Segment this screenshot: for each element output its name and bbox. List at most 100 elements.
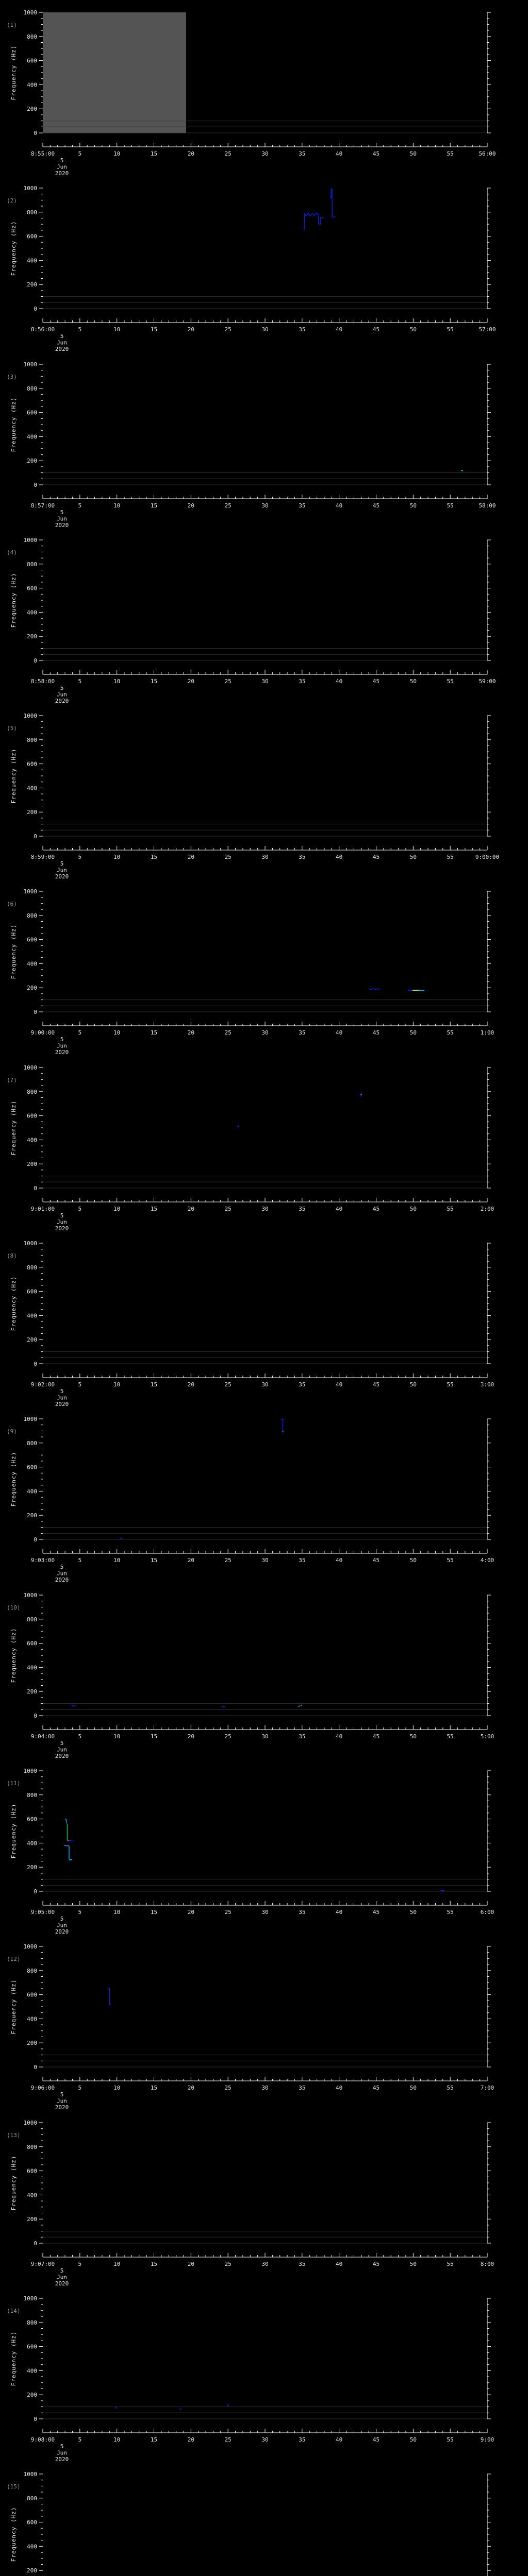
x-tick-label: 35 bbox=[299, 2436, 305, 2443]
event-trace bbox=[108, 1987, 111, 2006]
event-dot bbox=[179, 2408, 182, 2410]
x-tick-label: 40 bbox=[336, 854, 342, 860]
y-tick-label: 1000 bbox=[24, 185, 38, 192]
panel-plot-15: 020040060080010009:09:005101520253035404… bbox=[7, 2471, 491, 2576]
x-tick-label: 25 bbox=[225, 326, 232, 333]
x-tick-label: 55 bbox=[447, 2436, 454, 2443]
spectrogram-panel: 0 200 400 600 800 1000 9:00:00 5 10 15 20 25 30 35 40 4… bbox=[0, 879, 528, 1055]
x-tick-label: 25 bbox=[225, 1381, 232, 1388]
panel-index-label: (11) bbox=[7, 1780, 21, 1787]
x-tick-label: 35 bbox=[299, 854, 305, 860]
y-tick-label: 1000 bbox=[24, 2295, 38, 2302]
y-tick-label: 0 bbox=[34, 1185, 37, 1192]
x-end-label: 3:00 bbox=[481, 1381, 494, 1388]
x-tick-label: 55 bbox=[447, 1029, 454, 1036]
event-dot bbox=[301, 1704, 302, 1706]
y-tick-label: 400 bbox=[27, 609, 37, 616]
y-axis-title: Frequency (Hz) bbox=[10, 1276, 17, 1331]
y-axis-title: Frequency (Hz) bbox=[10, 1100, 17, 1156]
date-stack-line: 2020 bbox=[55, 522, 69, 528]
x-tick-label: 5 bbox=[78, 1557, 82, 1564]
x-tick-label: 45 bbox=[373, 1557, 380, 1564]
y-tick-label: 400 bbox=[27, 81, 37, 88]
x-tick-label: 25 bbox=[225, 2084, 232, 2091]
y-tick-label: 200 bbox=[27, 809, 37, 816]
y-tick-label: 600 bbox=[27, 585, 37, 592]
date-stack-line: 5 bbox=[60, 2267, 64, 2274]
y-tick-label: 200 bbox=[27, 1336, 37, 1343]
x-tick-label: 45 bbox=[373, 678, 380, 685]
x-tick-label: 10 bbox=[113, 502, 120, 509]
x-tick-label: 50 bbox=[410, 854, 417, 860]
x-start-label: 9:05:00 bbox=[31, 1909, 55, 1916]
x-tick-label: 30 bbox=[261, 678, 268, 685]
y-tick-label: 0 bbox=[34, 1888, 37, 1895]
date-stack-line: 5 bbox=[60, 2091, 64, 2098]
x-end-label: 59:00 bbox=[478, 678, 496, 685]
y-tick-label: 400 bbox=[27, 257, 37, 264]
x-tick-label: 40 bbox=[336, 2084, 342, 2091]
spectrogram-panel: 020040060080010009:09:005101520253035404… bbox=[0, 2462, 528, 2576]
y-tick-label: 400 bbox=[27, 2367, 37, 2374]
x-tick-label: 30 bbox=[261, 326, 268, 333]
y-tick-label: 0 bbox=[34, 130, 37, 137]
panel-index-label: (4) bbox=[7, 549, 17, 556]
x-end-label: 9:00 bbox=[481, 2436, 494, 2443]
spectrogram-panel: 0 200 400 600 800 1000 9:02:00 5 10 15 20 25 30 35 40 4… bbox=[0, 1231, 528, 1407]
y-tick-label: 200 bbox=[27, 1688, 37, 1695]
panel-index-label: (5) bbox=[7, 725, 17, 732]
x-tick-label: 55 bbox=[447, 150, 454, 157]
date-stack-line: 5 bbox=[60, 1916, 64, 1922]
date-stack-line: Jun bbox=[57, 340, 67, 346]
x-tick-label: 50 bbox=[410, 326, 417, 333]
x-tick-label: 35 bbox=[299, 1029, 305, 1036]
x-end-label: 1:00 bbox=[481, 1029, 494, 1036]
y-tick-label: 1000 bbox=[24, 1416, 38, 1422]
x-tick-label: 35 bbox=[299, 1557, 305, 1564]
y-tick-label: 1000 bbox=[24, 2471, 38, 2478]
event-trace bbox=[63, 1845, 70, 1846]
y-tick-label: 400 bbox=[27, 1312, 37, 1319]
panel-index-label: (7) bbox=[7, 1077, 17, 1083]
date-stack-line: 2020 bbox=[55, 1928, 69, 1935]
x-tick-label: 45 bbox=[373, 1381, 380, 1388]
y-tick-label: 400 bbox=[27, 2543, 37, 2550]
y-tick-label: 1000 bbox=[24, 1592, 38, 1599]
y-tick-label: 200 bbox=[27, 2392, 37, 2398]
y-tick-label: 1000 bbox=[24, 1240, 38, 1247]
x-tick-label: 5 bbox=[78, 1381, 82, 1388]
x-tick-label: 10 bbox=[113, 2436, 120, 2443]
x-tick-label: 10 bbox=[113, 1557, 120, 1564]
x-tick-label: 15 bbox=[151, 1381, 157, 1388]
y-tick-label: 800 bbox=[27, 2319, 37, 2326]
y-tick-label: 1000 bbox=[24, 888, 38, 895]
x-tick-label: 35 bbox=[299, 1381, 305, 1388]
x-tick-label: 15 bbox=[151, 1733, 157, 1740]
date-stack-line: 5 bbox=[60, 685, 64, 691]
x-tick-label: 15 bbox=[151, 1206, 157, 1212]
x-end-label: 6:00 bbox=[481, 1909, 494, 1916]
x-tick-label: 30 bbox=[261, 2084, 268, 2091]
x-tick-label: 35 bbox=[299, 678, 305, 685]
x-tick-label: 30 bbox=[261, 1206, 268, 1212]
panel-index-label: (6) bbox=[7, 901, 17, 907]
panel-plot-11: 0 200 400 600 800 1000 9:05:00 5 10 15 20 25 30 35 40 4… bbox=[7, 1768, 494, 1935]
y-tick-label: 400 bbox=[27, 1840, 37, 1846]
x-end-label: 56:00 bbox=[478, 150, 496, 157]
x-tick-label: 15 bbox=[151, 502, 157, 509]
x-tick-label: 55 bbox=[447, 326, 454, 333]
x-tick-label: 25 bbox=[225, 1557, 232, 1564]
y-tick-label: 1000 bbox=[24, 2120, 38, 2126]
date-stack-line: 5 bbox=[60, 1388, 64, 1395]
y-tick-label: 200 bbox=[27, 2567, 37, 2574]
y-tick-label: 800 bbox=[27, 1792, 37, 1799]
x-tick-label: 45 bbox=[373, 2084, 380, 2091]
panel-index-label: (15) bbox=[7, 2483, 21, 2490]
y-tick-label: 200 bbox=[27, 457, 37, 464]
x-tick-label: 45 bbox=[373, 1909, 380, 1916]
x-tick-label: 45 bbox=[373, 2261, 380, 2267]
event-dot bbox=[120, 1538, 122, 1539]
x-tick-label: 5 bbox=[78, 1733, 82, 1740]
y-tick-label: 800 bbox=[27, 1440, 37, 1447]
x-tick-label: 30 bbox=[261, 2261, 268, 2267]
